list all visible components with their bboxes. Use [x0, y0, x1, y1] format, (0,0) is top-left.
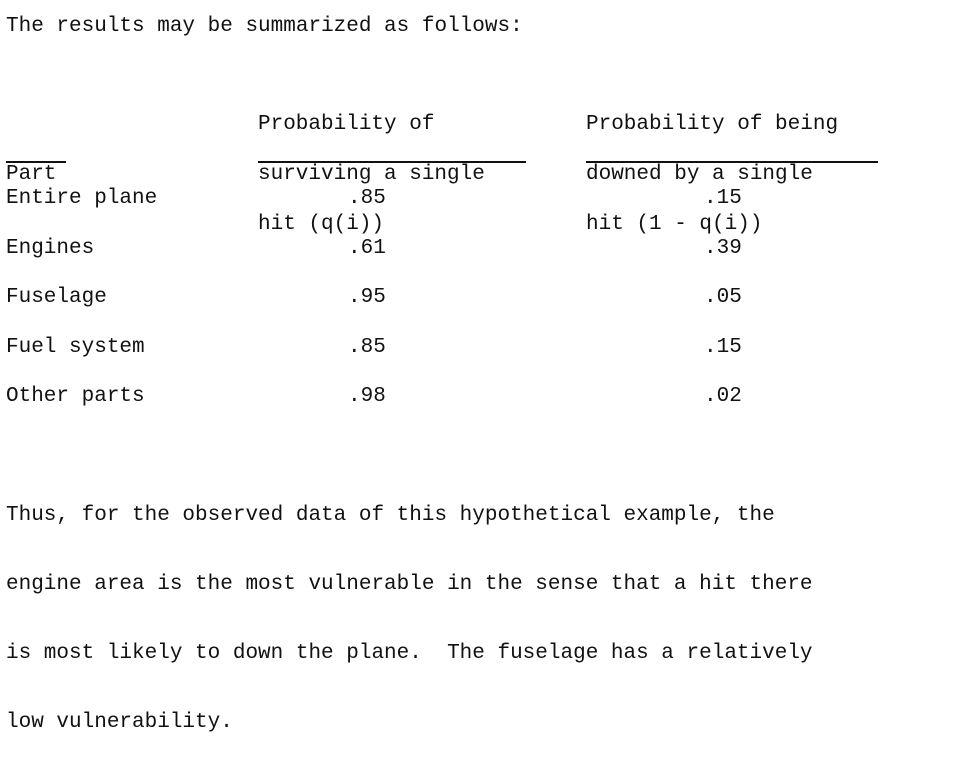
header-downed-line-3: hit (1 - q(i))	[586, 213, 763, 236]
row-survive: .61	[348, 237, 386, 260]
row-part: Fuel system	[6, 336, 145, 359]
row-downed: .15	[704, 187, 742, 210]
row-survive: .85	[348, 336, 386, 359]
row-downed: .05	[704, 286, 742, 309]
intro-text: The results may be summarized as follows…	[6, 15, 523, 38]
row-downed: .39	[704, 237, 742, 260]
header-downed-line-1: Probability of being	[586, 113, 839, 136]
row-part: Engines	[6, 237, 95, 260]
row-downed: .02	[704, 385, 742, 408]
row-part: Entire plane	[6, 187, 158, 210]
header-survive: Probability of surviving a single hit (q…	[258, 87, 485, 262]
closing-line-4: low vulnerability.	[6, 711, 233, 734]
header-downed-underline	[586, 161, 878, 163]
row-survive: .95	[348, 286, 386, 309]
closing-line-1: Thus, for the observed data of this hypo…	[6, 504, 775, 527]
header-part-underline	[6, 161, 66, 163]
row-downed: .15	[704, 336, 742, 359]
header-downed-line-2: downed by a single	[586, 163, 813, 186]
header-survive-line-3: hit (q(i))	[258, 213, 385, 236]
header-downed: Probability of being downed by a single …	[586, 87, 838, 262]
row-part: Fuselage	[6, 286, 107, 309]
header-part-label: Part	[6, 163, 57, 186]
closing-paragraph: Thus, for the observed data of this hypo…	[6, 458, 813, 757]
header-survive-line-2: surviving a single	[258, 163, 485, 186]
row-survive: .98	[348, 385, 386, 408]
header-part: Part	[6, 137, 56, 187]
closing-line-3: is most likely to down the plane. The fu…	[6, 642, 813, 665]
closing-line-2: engine area is the most vulnerable in th…	[6, 573, 813, 596]
row-part: Other parts	[6, 385, 145, 408]
header-survive-underline	[258, 161, 526, 163]
row-survive: .85	[348, 187, 386, 210]
header-survive-line-1: Probability of	[258, 113, 435, 136]
